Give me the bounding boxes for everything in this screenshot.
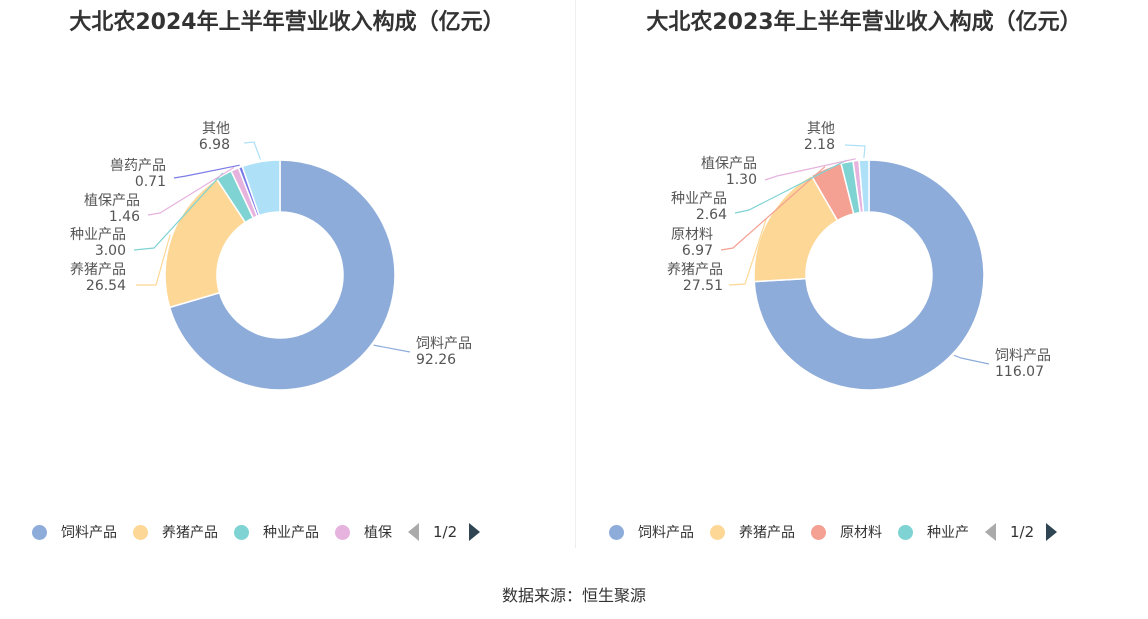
- slice-value-label: 116.07: [995, 364, 1044, 380]
- leader-line: [373, 344, 411, 353]
- legend-pager: 1/2: [408, 523, 481, 541]
- panel-divider: [575, 0, 576, 548]
- leader-line: [136, 234, 171, 286]
- slice-value-label: 2.64: [696, 207, 727, 223]
- legend-item[interactable]: 种业产品: [234, 522, 319, 542]
- slice-name-label: 饲料产品: [995, 348, 1051, 364]
- data-source-note: 数据来源：恒生聚源: [501, 586, 646, 605]
- legend-dot-icon: [898, 524, 913, 540]
- legend-dot-icon: [335, 524, 350, 540]
- leader-line: [243, 141, 262, 160]
- slice-value-label: 92.26: [416, 352, 456, 368]
- chart-title-2024: 大北农2024年上半年营业收入构成（亿元）: [69, 10, 505, 35]
- slice-name-label: 种业产品: [671, 191, 727, 207]
- leader-line: [720, 166, 826, 251]
- legend-label: 种业产品: [263, 525, 319, 541]
- legend-2024: 饲料产品 养猪产品 种业产品 植保 1/2: [32, 518, 481, 546]
- pie-slice[interactable]: [858, 159, 870, 214]
- leader-line: [147, 166, 235, 216]
- legend-dot-icon: [133, 524, 148, 540]
- legend-dot-icon: [811, 524, 826, 540]
- legend-pager: 1/2: [985, 523, 1058, 541]
- prev-page-icon[interactable]: [985, 523, 996, 541]
- legend-item[interactable]: 养猪产品: [133, 522, 218, 542]
- legend-label: 饲料产品: [61, 525, 117, 541]
- slice-value-label: 27.51: [683, 278, 723, 294]
- leader-line: [734, 159, 847, 214]
- leader-line: [764, 158, 856, 181]
- slice-value-label: 26.54: [86, 278, 126, 294]
- slice-value-label: 1.30: [726, 172, 757, 188]
- slice-value-label: 1.46: [109, 209, 140, 225]
- slice-value-label: 6.97: [682, 243, 713, 259]
- legend-label: 饲料产品: [638, 525, 694, 541]
- slice-name-label: 兽药产品: [110, 158, 166, 174]
- chart-panel-2024: 大北农2024年上半年营业收入构成（亿元） 饲料产品 92.26 养猪产品 26.54…: [0, 0, 574, 560]
- slice-name-label: 其他: [807, 121, 835, 137]
- slice-name-label: 植保产品: [84, 193, 140, 209]
- chart-panel-2023: 大北农2023年上半年营业收入构成（亿元） 饲料产品 116.07 养猪产品 27.5…: [577, 0, 1148, 560]
- pie-slice[interactable]: [753, 159, 985, 391]
- slice-name-label: 其他: [202, 121, 230, 137]
- legend-label: 养猪产品: [739, 525, 795, 541]
- legend-label: 养猪产品: [162, 525, 218, 541]
- leader-line: [728, 219, 767, 286]
- slice-value-label: 3.00: [95, 243, 126, 259]
- prev-page-icon[interactable]: [408, 523, 419, 541]
- slice-name-label: 植保产品: [701, 156, 757, 172]
- legend-2023: 饲料产品 养猪产品 原材料 种业产 1/2: [609, 518, 1058, 546]
- chart-title-2023: 大北农2023年上半年营业收入构成（亿元）: [646, 10, 1082, 35]
- legend-label: 植保: [364, 525, 392, 541]
- slice-name-label: 种业产品: [70, 227, 126, 243]
- legend-item[interactable]: 植保: [335, 522, 392, 542]
- slice-name-label: 养猪产品: [70, 262, 126, 278]
- legend-label: 原材料: [840, 525, 882, 541]
- legend-page-indicator: 1/2: [433, 523, 458, 541]
- slice-name-label: 养猪产品: [667, 262, 723, 278]
- slice-name-label: 饲料产品: [416, 336, 472, 352]
- legend-label: 种业产: [927, 525, 969, 541]
- pie-slice[interactable]: [241, 159, 281, 217]
- leader-line: [173, 164, 240, 179]
- next-page-icon[interactable]: [1046, 523, 1058, 541]
- slice-value-label: 6.98: [199, 137, 230, 153]
- pie-slice[interactable]: [168, 159, 396, 391]
- legend-page-indicator: 1/2: [1010, 523, 1035, 541]
- leader-line: [133, 172, 224, 251]
- leader-line: [953, 354, 990, 365]
- slice-value-label: 2.18: [804, 137, 835, 153]
- legend-item[interactable]: 种业产: [898, 522, 969, 542]
- legend-item[interactable]: 养猪产品: [710, 522, 795, 542]
- legend-dot-icon: [234, 524, 249, 540]
- slice-name-label: 原材料: [671, 227, 713, 243]
- legend-item[interactable]: 饲料产品: [609, 522, 694, 542]
- legend-dot-icon: [710, 524, 725, 540]
- slice-value-label: 0.71: [135, 174, 166, 190]
- legend-item[interactable]: 饲料产品: [32, 522, 117, 542]
- legend-dot-icon: [32, 524, 47, 540]
- next-page-icon[interactable]: [469, 523, 481, 541]
- legend-dot-icon: [609, 524, 624, 540]
- legend-item[interactable]: 原材料: [811, 522, 882, 542]
- leader-line: [844, 144, 866, 159]
